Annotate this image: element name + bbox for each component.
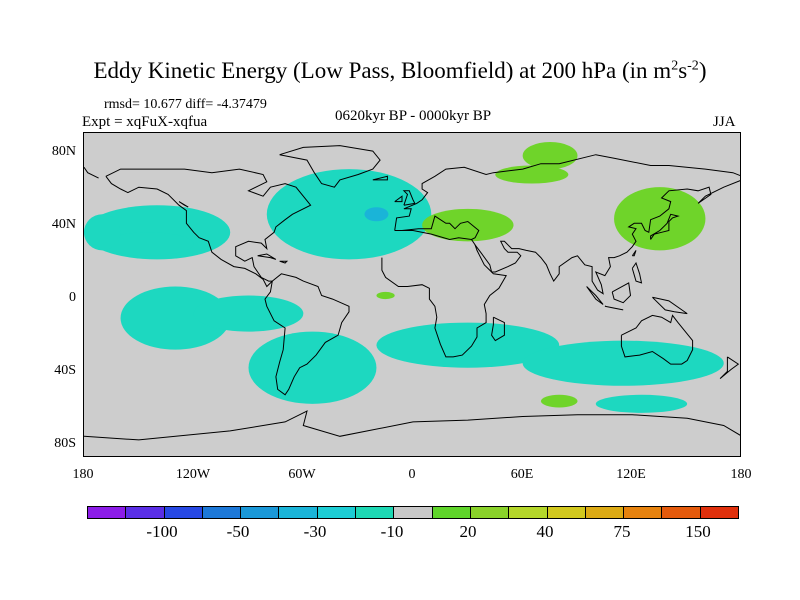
coastline (84, 167, 99, 179)
anomaly-region (540, 394, 578, 408)
chart-title: Eddy Kinetic Energy (Low Pass, Bloomfiel… (93, 58, 707, 83)
coastline (719, 356, 740, 379)
coastline (178, 201, 189, 208)
coastline (586, 286, 604, 305)
map-plot (84, 142, 740, 441)
coastline (105, 168, 312, 288)
colorbar-label: -30 (303, 522, 327, 541)
map-panel (83, 132, 741, 457)
anomaly-region (102, 232, 194, 256)
anomaly-region (595, 394, 688, 413)
anomaly-region (84, 214, 121, 251)
coastline (620, 314, 694, 365)
coastline (264, 273, 350, 396)
coastline (394, 215, 480, 241)
lon-label-0: 0 (408, 467, 416, 482)
colorbar-swatch (624, 507, 663, 518)
coastline (652, 296, 688, 315)
colorbar-swatch (126, 507, 165, 518)
colorbar-swatch (432, 507, 471, 518)
coastline (611, 282, 632, 304)
anomaly-region (376, 322, 560, 368)
colorbar-swatch (317, 507, 357, 518)
colorbar-swatch (394, 507, 433, 518)
anomaly-region (522, 142, 578, 170)
lon-label-60w: 60W (288, 467, 316, 482)
colorbar-label: -100 (146, 522, 178, 541)
lon-label-180e: 180 (730, 467, 752, 482)
anomaly-region (522, 340, 724, 386)
colorbar-swatch (241, 507, 280, 518)
colorbar-swatch (202, 507, 242, 518)
anomaly-region (376, 291, 395, 300)
colorbar-label: 150 (685, 522, 711, 541)
anomaly-region (422, 208, 514, 242)
colorbar-swatch (356, 507, 395, 518)
anomaly-fill-layer (84, 142, 724, 413)
lat-label-80n: 80N (51, 144, 76, 159)
colorbar (87, 506, 739, 519)
experiment-label: Expt = xqFuX-xqfua (82, 114, 208, 130)
season-label: JJA (713, 114, 736, 130)
period-label: 0620kyr BP - 0000kyr BP (334, 108, 492, 124)
coastline (631, 250, 637, 257)
colorbar-label: -50 (226, 522, 250, 541)
coastline (394, 195, 403, 203)
colorbar-label: 75 (613, 522, 631, 541)
coastline (604, 305, 624, 311)
colorbar-swatch (164, 507, 203, 518)
coastline (402, 190, 416, 206)
coastline (631, 261, 643, 284)
coastline (84, 410, 740, 441)
anomaly-region (495, 165, 569, 184)
coastline (381, 239, 508, 358)
colorbar-label: 40 (536, 522, 554, 541)
colorbar-swatch (547, 507, 586, 518)
lat-label-80s: 80S (54, 436, 76, 451)
anomaly-center (364, 207, 389, 222)
coastline (279, 260, 289, 264)
colorbar-swatch (509, 507, 548, 518)
lat-label-40s: 40S (54, 363, 76, 378)
anomaly-region (120, 286, 231, 350)
lat-label-eq: 0 (69, 290, 76, 305)
coastline (394, 154, 740, 231)
colorbar-swatch (88, 507, 127, 518)
coastline (491, 316, 505, 342)
coastline (279, 145, 381, 188)
colorbar-swatch (585, 507, 625, 518)
lon-label-180w: 180 (72, 467, 94, 482)
coastline (372, 175, 388, 181)
anomaly-region (193, 295, 304, 332)
lon-label-60e: 60E (510, 467, 534, 482)
anomaly-region (266, 169, 432, 260)
coastline (650, 213, 680, 240)
stats-label: rmsd= 10.677 diff= -4.37479 (104, 97, 267, 112)
colorbar-swatch (700, 507, 739, 518)
colorbar-label: -10 (380, 522, 404, 541)
colorbar-swatch (662, 507, 701, 518)
lat-label-40n: 40N (51, 217, 76, 232)
colorbar-swatch (470, 507, 510, 518)
anomaly-region (614, 187, 706, 251)
coastline (257, 253, 277, 260)
coastline-layer (84, 145, 740, 441)
lon-label-120e: 120E (616, 467, 646, 482)
colorbar-swatch (279, 507, 318, 518)
anomaly-region (248, 331, 377, 404)
coastline (474, 180, 740, 295)
lon-label-120w: 120W (175, 467, 211, 482)
colorbar-label: 20 (459, 522, 477, 541)
